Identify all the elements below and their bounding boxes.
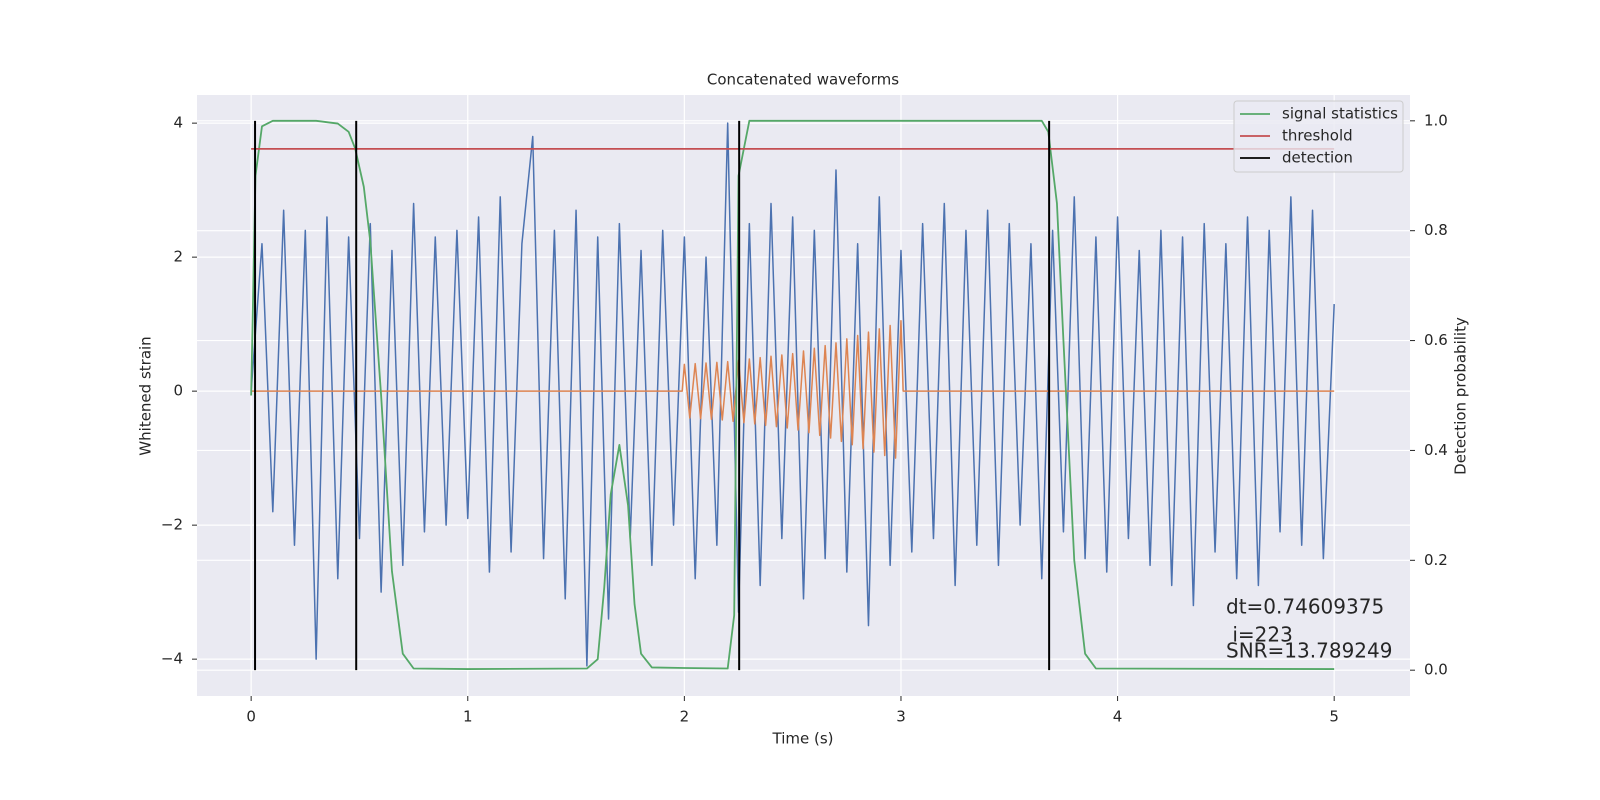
y2-tick-label: 1.0 (1424, 111, 1448, 129)
y2-tick-label: 0.6 (1424, 331, 1448, 349)
legend-label: signal statistics (1282, 105, 1398, 123)
marks (250, 119, 1335, 671)
x-tick-label: 4 (1113, 708, 1123, 726)
series-line (250, 122, 1335, 667)
y2-axis-label: Detection probability (1452, 317, 1470, 475)
x-tick-label: 1 (463, 708, 473, 726)
legend: signal statistics threshold detection (1233, 100, 1404, 173)
y2-tick-label: 0.8 (1424, 221, 1448, 239)
x-tick-label: 2 (680, 708, 690, 726)
x-tick-label: 5 (1329, 708, 1339, 726)
y-axis-label: Whitened strain (137, 336, 155, 455)
axes: 0 1 2 3 4 5 −4 −2 0 2 4 0.0 0.2 0.4 0.6 0.8 1.0 (161, 111, 1448, 725)
legend-label: detection (1282, 149, 1353, 167)
x-tick-label: 3 (896, 708, 906, 726)
y-tick-label: −4 (161, 650, 183, 668)
y-tick-label: 0 (173, 382, 183, 400)
legend-box (1233, 100, 1404, 173)
y-tick-label: 4 (173, 114, 183, 132)
legend-label: threshold (1282, 127, 1353, 145)
x-axis-label: Time (s) (772, 730, 834, 748)
y-tick-label: 2 (173, 248, 183, 266)
y2-tick-label: 0.4 (1424, 441, 1448, 459)
x-tick-label: 0 (246, 708, 256, 726)
chart-title: Concatenated waveforms (707, 71, 899, 89)
y-tick-label: −2 (161, 516, 183, 534)
y2-tick-label: 0.0 (1424, 661, 1448, 679)
annotation: SNR=13.789249 (1226, 639, 1392, 663)
y2-tick-label: 0.2 (1424, 551, 1448, 569)
annotation: dt=0.74609375 (1226, 595, 1384, 619)
series-line (251, 320, 1335, 459)
annotation: i=223 (1226, 623, 1293, 647)
